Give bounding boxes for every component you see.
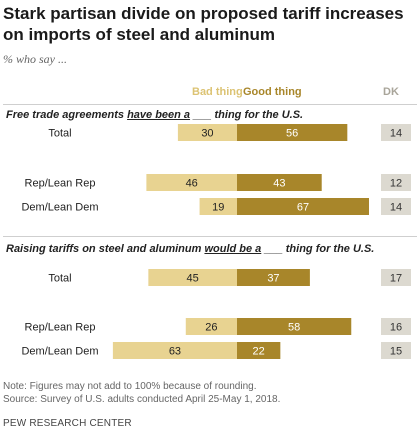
value-label-bad: 26 [205, 322, 217, 334]
chart-notes: Note: Figures may not add to 100% becaus… [3, 380, 280, 406]
question-2-underline: would be a [204, 243, 262, 255]
value-label-dk: 12 [390, 178, 402, 190]
note-text: Note: Figures may not add to 100% becaus… [3, 381, 257, 392]
row-label: Rep/Lean Rep [25, 322, 96, 334]
bar-good [237, 318, 352, 335]
bar-bad [146, 174, 237, 191]
question-2-post: ___ thing for the U.S. [261, 243, 375, 255]
bar-dk [381, 198, 411, 215]
chart-title: Stark partisan divide on proposed tariff… [3, 4, 404, 44]
question-1-post: ___ thing for the U.S. [190, 109, 304, 121]
separator-line [3, 236, 417, 237]
bar-dk [381, 174, 411, 191]
legend-bad-thing: Bad thing [192, 86, 243, 98]
value-label-good: 58 [288, 322, 300, 334]
bar-bad [148, 269, 237, 286]
question-1-underline: have been a [127, 109, 191, 121]
row-label: Dem/Lean Dem [21, 346, 98, 358]
bar-dk [381, 124, 411, 141]
value-label-dk: 15 [390, 346, 402, 358]
value-label-good: 22 [253, 346, 265, 358]
value-label-good: 43 [273, 178, 285, 190]
legend-dk: DK [383, 86, 399, 98]
chart-subtitle: % who say ... [3, 52, 67, 66]
question-1-pre: Free trade agreements [6, 109, 128, 121]
value-label-dk: 14 [390, 202, 402, 214]
bar-good [237, 198, 369, 215]
value-label-dk: 17 [390, 273, 402, 285]
question-2-pre: Raising tariffs on steel and aluminum [6, 243, 205, 255]
bar-good [237, 174, 322, 191]
value-label-bad: 19 [212, 202, 224, 214]
bar-bad [199, 198, 237, 215]
bar-good [237, 124, 348, 141]
question-1: Free trade agreements have been a ___ th… [6, 109, 303, 121]
row-label: Total [48, 128, 71, 140]
bar-good [237, 269, 310, 286]
value-label-bad: 63 [169, 346, 181, 358]
brand-footer: PEW RESEARCH CENTER [3, 418, 132, 429]
row-label: Rep/Lean Rep [25, 178, 96, 190]
bar-bad [177, 124, 237, 141]
bar-dk [381, 342, 411, 359]
value-label-dk: 16 [390, 322, 402, 334]
bar-bad [185, 318, 237, 335]
value-label-good: 37 [267, 273, 279, 285]
bar-dk [381, 318, 411, 335]
row-label: Dem/Lean Dem [21, 202, 98, 214]
source-text: Source: Survey of U.S. adults conducted … [3, 394, 281, 405]
value-label-good: 56 [286, 128, 298, 140]
bar-good [237, 342, 281, 359]
bar-bad [112, 342, 237, 359]
bar-dk [381, 269, 411, 286]
value-label-dk: 14 [390, 128, 402, 140]
legend-good-thing: Good thing [243, 86, 302, 98]
row-label: Total [48, 273, 71, 285]
value-label-bad: 46 [186, 178, 198, 190]
value-label-good: 67 [297, 202, 309, 214]
separator-line [3, 104, 417, 105]
value-label-bad: 45 [187, 273, 199, 285]
question-2: Raising tariffs on steel and aluminum wo… [6, 243, 374, 255]
value-label-bad: 30 [201, 128, 213, 140]
